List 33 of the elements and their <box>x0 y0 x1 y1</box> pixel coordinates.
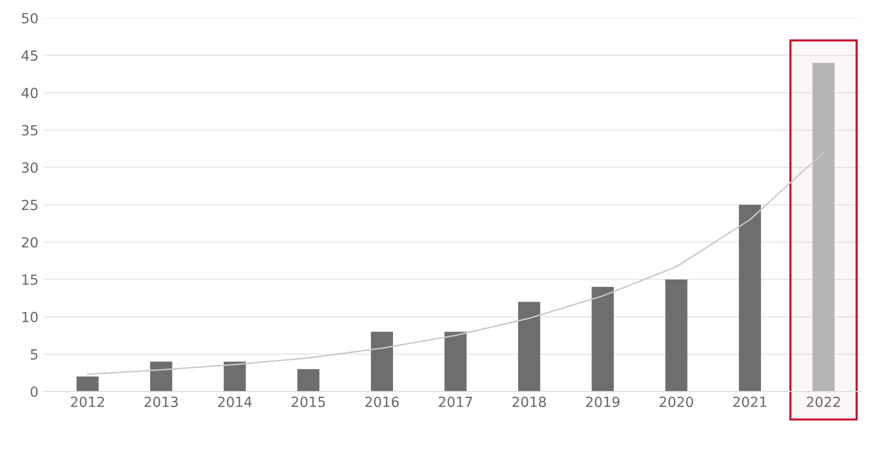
bar <box>444 332 467 392</box>
bar <box>518 302 540 392</box>
x-tick-label: 2021 <box>733 396 766 408</box>
y-tick-label: 30 <box>22 162 38 173</box>
bar <box>665 279 688 392</box>
x-tick-label: 2017 <box>438 396 472 408</box>
x-tick-label: 2022 <box>806 396 840 408</box>
y-tick-label: 20 <box>22 237 38 248</box>
bar <box>592 286 614 392</box>
y-tick-label: 25 <box>22 200 38 210</box>
bar <box>150 362 172 392</box>
y-tick-label: 15 <box>22 274 38 285</box>
x-tick-label: 2018 <box>512 396 546 408</box>
x-tick-label: 2019 <box>586 396 620 408</box>
bar <box>76 376 99 392</box>
line-series <box>86 152 824 376</box>
bar <box>224 362 246 392</box>
y-tick-label: 10 <box>22 312 38 322</box>
x-tick-label: 2020 <box>660 396 694 408</box>
x-tick-label: 2016 <box>365 396 399 408</box>
y-tick-label: 0 <box>30 386 38 397</box>
x-tick-label: 2012 <box>70 396 104 408</box>
y-tick-label: 50 <box>22 12 38 24</box>
bar <box>370 332 394 392</box>
y-tick-label: 35 <box>22 125 38 136</box>
x-tick-label: 2013 <box>144 396 178 408</box>
x-tick-label: 2014 <box>218 396 252 408</box>
x-tick-label: 2015 <box>292 396 325 408</box>
bar <box>738 204 761 392</box>
y-tick-label: 5 <box>30 349 38 360</box>
bar <box>297 369 320 392</box>
y-tick-label: 40 <box>22 88 38 98</box>
y-tick-label: 45 <box>22 50 38 61</box>
